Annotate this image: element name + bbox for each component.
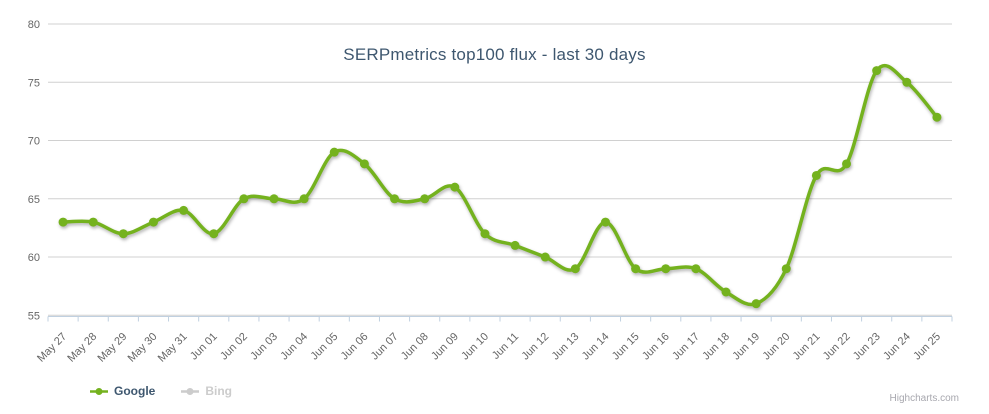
y-axis-label-65: 65: [28, 194, 40, 206]
legend-label-google: Google: [114, 384, 156, 398]
data-point-jun-04[interactable]: [299, 194, 309, 204]
data-point-jun-13[interactable]: [570, 264, 580, 274]
x-axis-label-jun-11: Jun 11: [490, 331, 521, 362]
data-point-jun-25[interactable]: [932, 112, 942, 122]
data-point-jun-06[interactable]: [359, 159, 369, 169]
y-axis-label-60: 60: [28, 252, 40, 264]
data-point-may-29[interactable]: [118, 229, 128, 239]
data-point-jun-05[interactable]: [329, 147, 339, 157]
data-point-jun-10[interactable]: [480, 229, 490, 239]
legend-item-google[interactable]: Google: [90, 384, 155, 398]
x-axis-label-may-27: May 27: [35, 331, 69, 365]
data-point-jun-22[interactable]: [842, 159, 852, 169]
data-point-jun-03[interactable]: [269, 194, 279, 204]
chart-title: SERPmetrics top100 flux - last 30 days: [343, 45, 646, 64]
data-point-jun-24[interactable]: [902, 77, 912, 87]
data-point-jun-17[interactable]: [691, 264, 701, 274]
data-point-jun-01[interactable]: [209, 229, 219, 239]
data-point-jun-16[interactable]: [661, 264, 671, 274]
x-axis-label-jun-24: Jun 24: [881, 331, 913, 363]
data-point-jun-12[interactable]: [540, 252, 550, 262]
x-axis-label-may-28: May 28: [65, 331, 99, 365]
data-point-jun-08[interactable]: [420, 194, 430, 204]
x-axis-label-jun-06: Jun 06: [339, 331, 371, 363]
data-point-jun-15[interactable]: [631, 264, 641, 274]
x-axis-label-jun-14: Jun 14: [580, 331, 612, 363]
data-point-jun-23[interactable]: [872, 66, 882, 76]
highcharts-credit-link[interactable]: Highcharts.com: [889, 393, 959, 404]
x-axis-label-jun-01: Jun 01: [188, 331, 220, 363]
legend-label-bing: Bing: [205, 384, 233, 398]
x-axis-label-jun-17: Jun 17: [670, 331, 702, 363]
data-point-may-30[interactable]: [148, 217, 158, 227]
data-point-jun-18[interactable]: [721, 287, 731, 297]
data-point-jun-02[interactable]: [239, 194, 249, 204]
x-axis-label-jun-03: Jun 03: [248, 331, 280, 363]
x-axis-label-jun-12: Jun 12: [519, 331, 551, 363]
legend-item-bing[interactable]: Bing: [181, 384, 232, 398]
x-axis-label-jun-08: Jun 08: [399, 331, 431, 363]
google-legend-marker: [95, 387, 103, 395]
data-point-jun-09[interactable]: [450, 182, 460, 192]
x-axis-label-jun-09: Jun 09: [429, 331, 461, 363]
data-point-jun-11[interactable]: [510, 240, 520, 250]
x-axis-label-jun-05: Jun 05: [309, 331, 341, 363]
legend: Google Bing: [90, 384, 232, 398]
data-point-may-31[interactable]: [179, 205, 189, 215]
google-series-line[interactable]: [61, 63, 939, 307]
x-axis-label-jun-02: Jun 02: [218, 331, 250, 363]
data-point-jun-07[interactable]: [390, 194, 400, 204]
google-series-group: [58, 63, 942, 309]
y-axis-label-80: 80: [28, 19, 40, 31]
x-axis-label-jun-18: Jun 18: [700, 331, 732, 363]
x-axis-label-may-29: May 29: [95, 331, 129, 365]
x-axis-label-jun-22: Jun 22: [821, 331, 853, 363]
y-axis-label-55: 55: [28, 310, 40, 322]
data-point-may-27[interactable]: [58, 217, 68, 227]
google-series-icon: [90, 387, 108, 395]
x-axis-label-jun-13: Jun 13: [550, 331, 582, 363]
data-point-jun-19[interactable]: [751, 299, 761, 309]
bing-legend-marker: [186, 387, 194, 395]
x-axis-label-jun-20: Jun 20: [761, 331, 793, 363]
data-point-jun-14[interactable]: [600, 217, 610, 227]
x-axis-label-jun-23: Jun 23: [851, 331, 883, 363]
x-axis-label-jun-10: Jun 10: [459, 331, 491, 363]
data-point-jun-21[interactable]: [811, 170, 821, 180]
bing-series-icon: [181, 387, 200, 395]
data-point-may-28[interactable]: [88, 217, 98, 227]
x-axis-label-may-31: May 31: [156, 331, 190, 365]
x-axis-label-jun-04: Jun 04: [278, 331, 310, 363]
x-axis-label-jun-19: Jun 19: [730, 331, 762, 363]
y-axis-label-75: 75: [28, 77, 40, 89]
x-axis-label-may-30: May 30: [126, 331, 160, 365]
x-axis-label-jun-21: Jun 21: [791, 331, 823, 363]
y-axis-label-70: 70: [28, 136, 40, 148]
x-axis-label-jun-25: Jun 25: [911, 331, 943, 363]
x-axis-label-jun-07: Jun 07: [369, 331, 401, 363]
data-point-jun-20[interactable]: [781, 264, 791, 274]
x-axis-label-jun-16: Jun 16: [640, 331, 672, 363]
x-axis-label-jun-15: Jun 15: [610, 331, 642, 363]
